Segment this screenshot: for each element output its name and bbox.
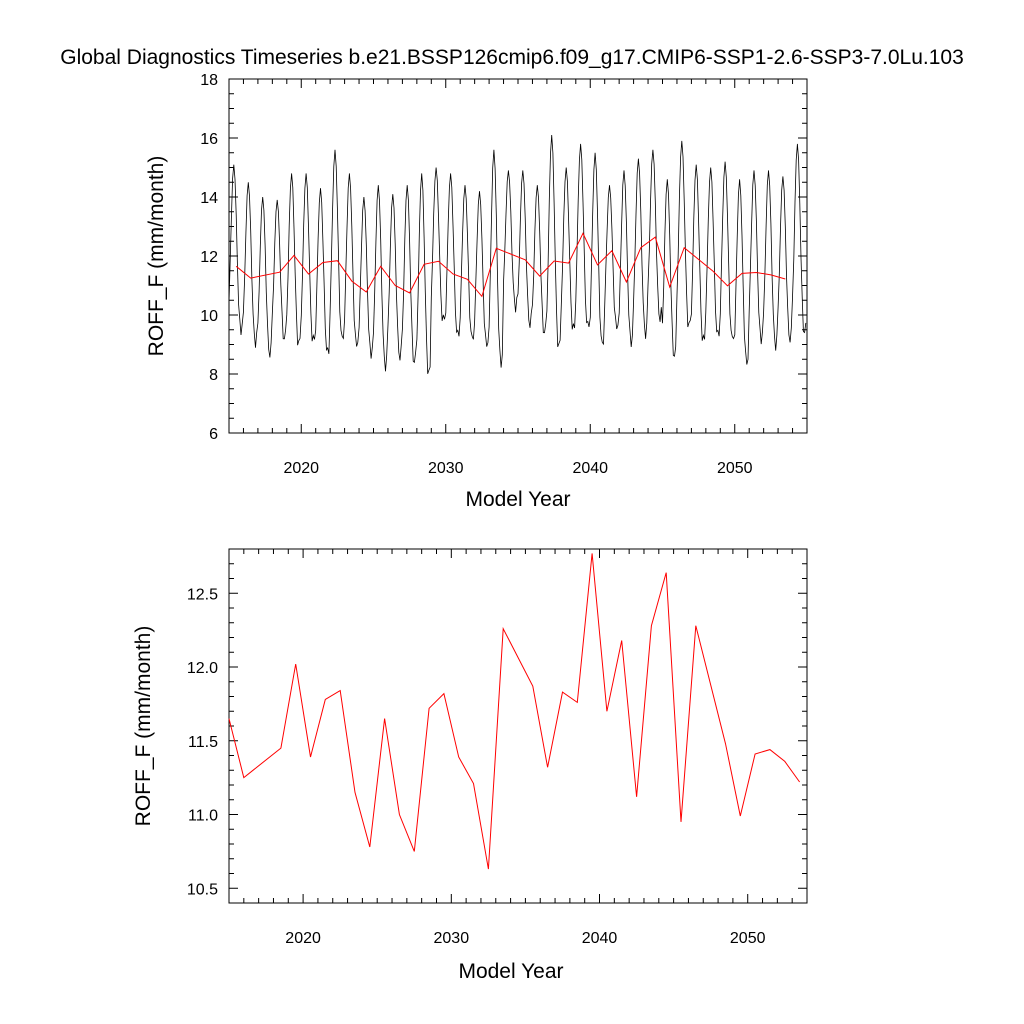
bottom-y-tick-label: 11.5 (188, 734, 218, 751)
monthly-runoff-line (228, 134, 807, 374)
top-annual-series (235, 232, 786, 298)
top-plot-frame (228, 78, 808, 434)
top-axis-ticks: 2020 2030 2040 2050 6 8 10 12 14 16 18 (200, 72, 808, 477)
bottom-y-axis-title: ROFF_F (mm/month) (132, 626, 155, 827)
bottom-axis-ticks: 2020 2030 2040 2050 10.5 11.0 11.5 12.0 12.5 (187, 548, 808, 947)
bottom-annual-series (228, 553, 801, 870)
top-y-axis-title: ROFF_F (mm/month) (145, 156, 168, 357)
top-x-tick-label: 2040 (572, 460, 608, 477)
top-x-axis-title: Model Year (465, 488, 570, 511)
bottom-x-tick-label: 2050 (730, 930, 766, 947)
bottom-annual-mean-line (228, 553, 801, 870)
bottom-x-tick-label: 2040 (582, 930, 618, 947)
top-y-tick-label: 8 (209, 367, 218, 384)
bottom-y-tick-label: 12.5 (187, 586, 218, 603)
top-x-tick-label: 2020 (283, 460, 319, 477)
bottom-x-axis-title: Model Year (458, 960, 563, 983)
top-annual-mean-line (235, 232, 786, 298)
bottom-x-tick-label: 2030 (434, 930, 470, 947)
figure-title: Global Diagnostics Timeseries b.e21.BSSP… (60, 46, 964, 69)
bottom-x-tick-label: 2020 (285, 930, 321, 947)
top-y-tick-label: 18 (200, 72, 218, 89)
bottom-y-tick-label: 10.5 (187, 881, 218, 898)
top-y-tick-label: 16 (200, 131, 218, 148)
bottom-panel: 2020 2030 2040 2050 10.5 11.0 11.5 12.0 12.5 Mod… (132, 548, 808, 983)
top-y-tick-label: 6 (209, 426, 218, 443)
top-x-tick-label: 2030 (428, 460, 464, 477)
top-monthly-series (228, 134, 807, 374)
top-y-tick-label: 12 (200, 249, 218, 266)
top-y-tick-label: 10 (200, 308, 218, 325)
top-x-tick-label: 2050 (717, 460, 753, 477)
bottom-plot-frame (228, 548, 808, 904)
top-y-tick-label: 14 (200, 190, 218, 207)
bottom-y-tick-label: 11.0 (188, 808, 218, 825)
bottom-y-tick-label: 12.0 (187, 660, 218, 677)
